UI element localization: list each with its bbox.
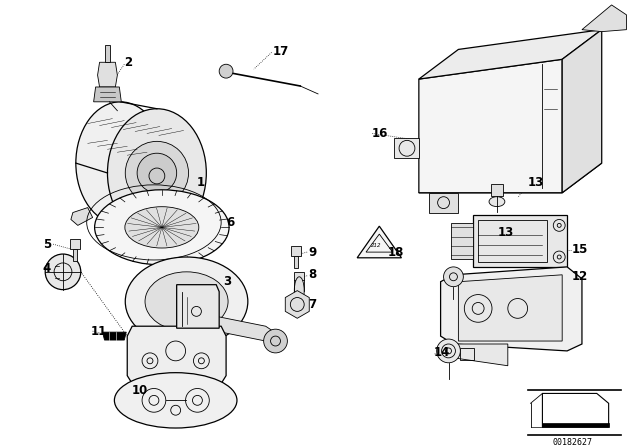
Polygon shape: [394, 138, 419, 158]
Polygon shape: [543, 423, 609, 427]
Polygon shape: [582, 5, 627, 32]
Text: 13: 13: [498, 226, 514, 239]
Ellipse shape: [125, 257, 248, 346]
Polygon shape: [419, 59, 562, 193]
Bar: [491, 184, 503, 196]
Polygon shape: [419, 30, 602, 79]
Text: 10: 10: [132, 384, 148, 397]
Text: 00182627: 00182627: [552, 438, 592, 447]
Text: 212: 212: [371, 243, 382, 248]
Text: 12: 12: [572, 270, 588, 283]
Text: 4: 4: [43, 263, 51, 276]
Ellipse shape: [108, 109, 206, 237]
Polygon shape: [97, 62, 117, 87]
Text: 17: 17: [273, 45, 289, 58]
Polygon shape: [440, 267, 582, 351]
Polygon shape: [429, 193, 458, 212]
Text: 5: 5: [43, 237, 51, 251]
Polygon shape: [102, 332, 126, 340]
Text: 8: 8: [308, 268, 316, 281]
Polygon shape: [71, 207, 93, 225]
Polygon shape: [216, 316, 280, 346]
Bar: [73, 249, 77, 261]
Polygon shape: [357, 226, 401, 258]
Ellipse shape: [115, 373, 237, 428]
Polygon shape: [451, 224, 473, 259]
Circle shape: [125, 142, 189, 205]
Text: 2: 2: [124, 56, 132, 69]
Polygon shape: [132, 215, 157, 229]
Circle shape: [137, 153, 177, 193]
Text: 7: 7: [308, 298, 316, 311]
Polygon shape: [177, 284, 219, 328]
Ellipse shape: [95, 190, 229, 265]
Ellipse shape: [489, 197, 505, 207]
Text: 16: 16: [371, 127, 388, 140]
Text: 11: 11: [91, 325, 107, 338]
Circle shape: [444, 267, 463, 287]
Bar: [291, 246, 301, 256]
Bar: [473, 215, 567, 267]
Text: 1: 1: [196, 177, 205, 190]
Polygon shape: [127, 326, 226, 383]
Ellipse shape: [125, 207, 199, 248]
Circle shape: [219, 64, 233, 78]
Bar: [478, 220, 547, 262]
Text: 18: 18: [387, 246, 404, 258]
Circle shape: [436, 339, 460, 363]
Polygon shape: [562, 30, 602, 193]
Text: 15: 15: [572, 243, 588, 256]
Circle shape: [264, 329, 287, 353]
Text: 9: 9: [308, 246, 316, 258]
Ellipse shape: [76, 102, 165, 224]
Circle shape: [45, 254, 81, 289]
Ellipse shape: [145, 272, 228, 331]
Text: 13: 13: [527, 177, 544, 190]
Polygon shape: [93, 87, 122, 102]
Ellipse shape: [294, 277, 304, 305]
Polygon shape: [285, 291, 309, 318]
Polygon shape: [458, 275, 562, 341]
Bar: [70, 239, 80, 249]
Text: 6: 6: [226, 216, 234, 229]
Text: 3: 3: [223, 275, 231, 288]
Polygon shape: [419, 163, 602, 193]
Bar: [104, 45, 111, 62]
Bar: [460, 348, 474, 360]
Text: 14: 14: [434, 346, 450, 359]
Bar: [294, 272, 304, 280]
Bar: [294, 256, 298, 268]
Polygon shape: [454, 344, 508, 366]
